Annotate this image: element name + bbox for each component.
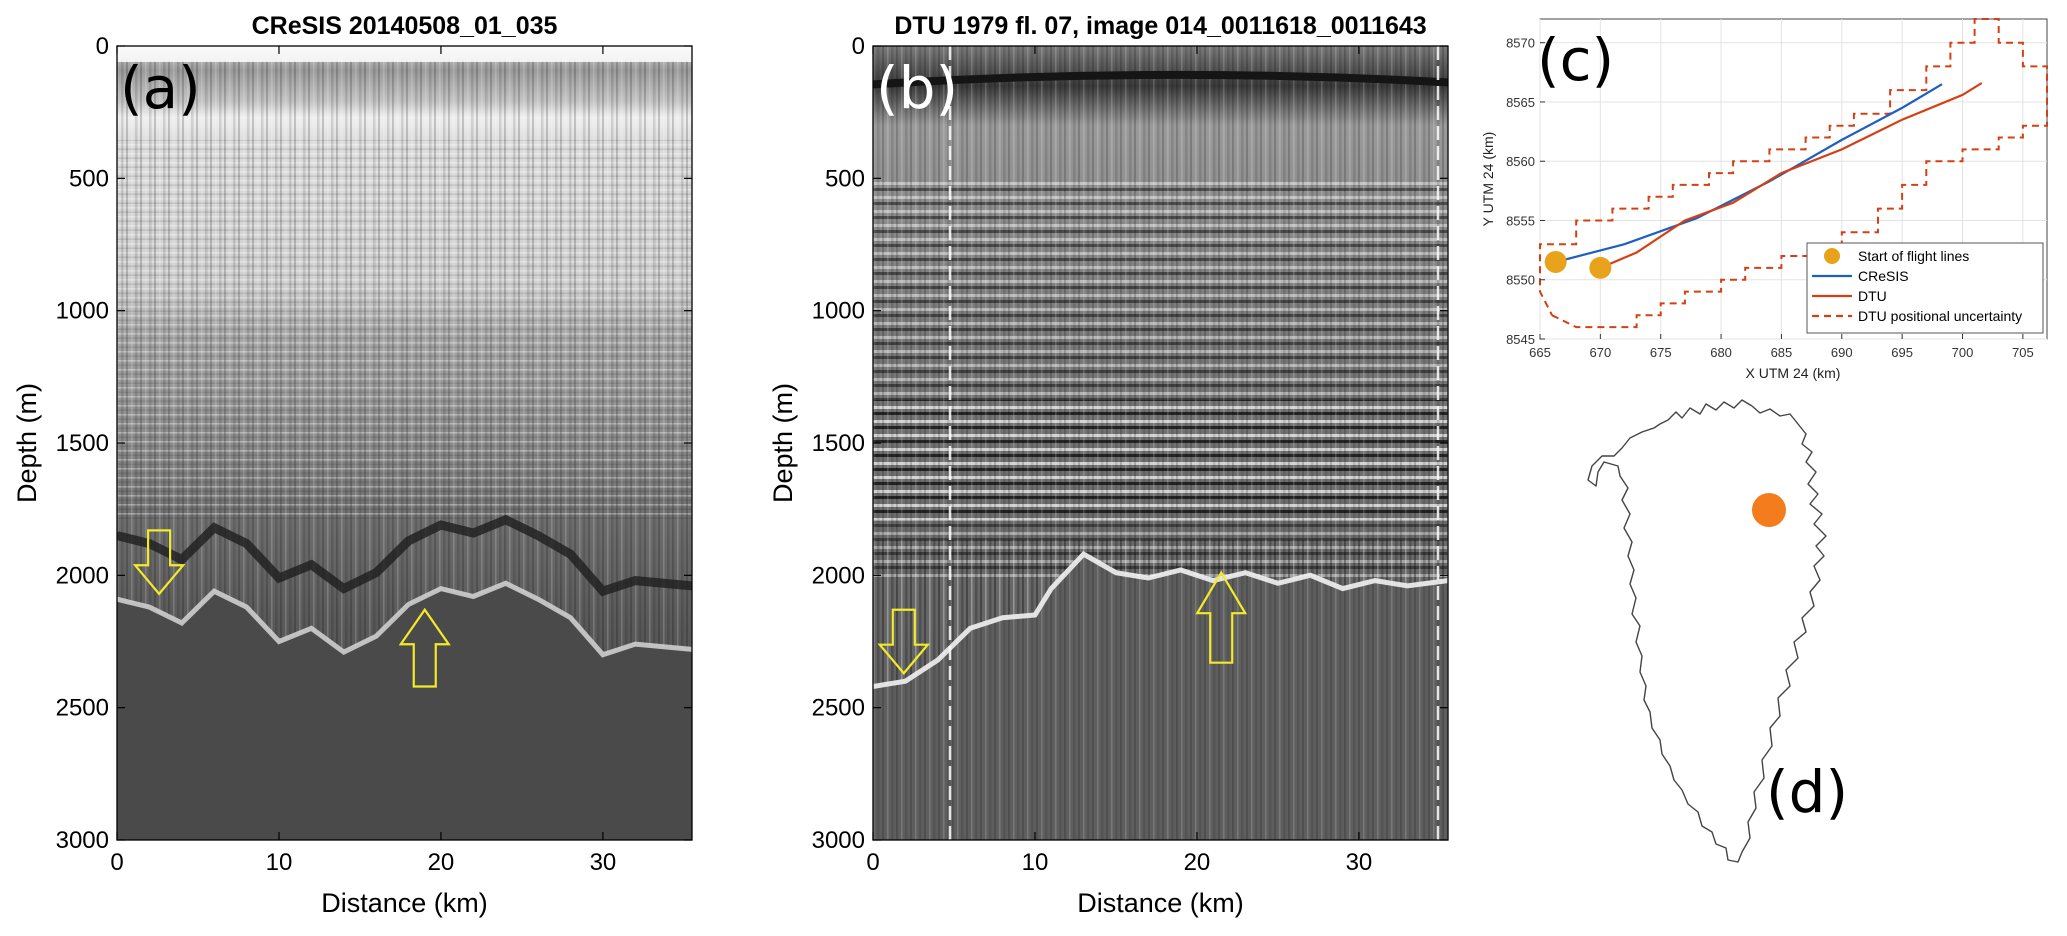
- panel-a: CReSIS 20140508_01_035 0 10 20 30 0 500 1000 15…: [12, 12, 693, 918]
- x-tick-label: 705: [2012, 345, 2034, 360]
- panel-c-ylabel: Y UTM 24 (km): [1480, 132, 1496, 227]
- panel-a-bed-region: [117, 583, 692, 840]
- down-arrow: [132, 529, 186, 596]
- y-tick-label: 1500: [812, 430, 865, 457]
- panel-b-arrows: [877, 570, 1248, 675]
- y-tick-label: 8550: [1506, 273, 1535, 288]
- y-tick-label: 1000: [812, 298, 865, 325]
- legend-marker-start: [1824, 248, 1840, 264]
- up-arrow: [398, 607, 451, 688]
- x-tick-label: 695: [1891, 345, 1913, 360]
- panel-d-label: (d): [1766, 758, 1848, 826]
- y-tick-label: 3000: [56, 827, 109, 854]
- series-dtu-uncertainty: [1539, 18, 2048, 329]
- x-tick-label: 20: [428, 849, 455, 876]
- panel-b-radargram: [873, 46, 1448, 840]
- x-tick-label: 0: [866, 849, 879, 876]
- panel-b-axes: 0 10 20 30 0 500 1000 1500 2000 2500 3000: [812, 33, 1448, 876]
- x-tick-label: 30: [590, 849, 617, 876]
- panel-a-basal-layer: [117, 514, 692, 597]
- panel-b-surface-reflection: [873, 70, 1448, 89]
- panel-a-title: CReSIS 20140508_01_035: [252, 12, 558, 40]
- panel-b-ylabel: Depth (m): [768, 383, 798, 503]
- panel-c: 665 670 675 680 685 690 695 700 705 8545 8550 8555 8…: [1480, 18, 2048, 381]
- panel-b-title: DTU 1979 fl. 07, image 014_0011618_00116…: [894, 12, 1426, 40]
- panel-c-legend: Start of flight lines CReSIS DTU DTU positi…: [1806, 242, 2044, 334]
- y-tick-label: 8560: [1506, 154, 1535, 169]
- x-tick-label: 10: [1022, 849, 1049, 876]
- x-tick-label: 700: [1952, 345, 1974, 360]
- panel-a-arrows: [132, 529, 451, 688]
- y-tick-label: 500: [825, 165, 865, 192]
- y-tick-label: 8570: [1506, 36, 1535, 51]
- panel-c-series: [1539, 18, 2048, 329]
- x-tick-label: 30: [1346, 849, 1373, 876]
- panel-b-bed-reflection: [873, 551, 1448, 689]
- y-tick-label: 8545: [1506, 332, 1535, 347]
- y-tick-label: 2500: [812, 695, 865, 722]
- x-tick-label: 690: [1831, 345, 1853, 360]
- y-tick-label: 8555: [1506, 213, 1535, 228]
- legend-entry-label: DTU positional uncertainty: [1858, 308, 2022, 324]
- panel-a-label: (a): [120, 54, 201, 122]
- start-marker: [1589, 256, 1612, 279]
- x-tick-label: 20: [1184, 849, 1211, 876]
- y-tick-label: 2000: [56, 562, 109, 589]
- y-tick-label: 1000: [56, 298, 109, 325]
- x-tick-label: 670: [1590, 345, 1612, 360]
- y-tick-label: 8565: [1506, 95, 1535, 110]
- y-tick-label: 2500: [56, 695, 109, 722]
- panel-a-bed-reflection: [117, 580, 692, 658]
- start-marker: [1544, 250, 1567, 273]
- y-tick-label: 0: [96, 33, 109, 60]
- x-tick-label: 675: [1650, 345, 1672, 360]
- x-tick-label: 685: [1771, 345, 1793, 360]
- up-arrow: [1195, 570, 1248, 664]
- x-tick-label: 10: [266, 849, 293, 876]
- legend-entry-label: CReSIS: [1858, 268, 1909, 284]
- panel-c-axes: 665 670 675 680 685 690 695 700 705 8545 8550 8555 8…: [1506, 36, 2034, 360]
- y-tick-label: 3000: [812, 827, 865, 854]
- panel-a-radargram: [117, 46, 692, 840]
- panel-b-xlabel: Distance (km): [1077, 888, 1244, 918]
- series-dtu: [1599, 82, 1983, 269]
- panel-c-xlabel: X UTM 24 (km): [1746, 365, 1841, 381]
- panel-c-label: (c): [1537, 26, 1614, 94]
- legend-box: [1806, 242, 2044, 334]
- panel-b: DTU 1979 fl. 07, image 014_0011618_00116…: [768, 12, 1449, 918]
- legend-entry-label: Start of flight lines: [1858, 248, 1969, 264]
- x-tick-label: 680: [1710, 345, 1732, 360]
- panel-a-ylabel: Depth (m): [12, 383, 42, 503]
- greenland-outline: [1587, 399, 1827, 863]
- panel-a-xlabel: Distance (km): [321, 888, 488, 918]
- x-tick-label: 665: [1529, 345, 1551, 360]
- study-site-marker: [1752, 493, 1786, 527]
- y-tick-label: 1500: [56, 430, 109, 457]
- y-tick-label: 500: [69, 165, 109, 192]
- down-arrow: [877, 608, 931, 675]
- y-tick-label: 0: [852, 33, 865, 60]
- y-tick-label: 2000: [812, 562, 865, 589]
- x-tick-label: 0: [110, 849, 123, 876]
- panel-a-axes: 0 10 20 30 0 500 1000 1500 2000 2500 3000: [56, 33, 692, 876]
- legend-entry-label: DTU: [1858, 288, 1887, 304]
- panel-d: (d): [1587, 399, 1848, 863]
- panel-b-label: (b): [876, 54, 958, 122]
